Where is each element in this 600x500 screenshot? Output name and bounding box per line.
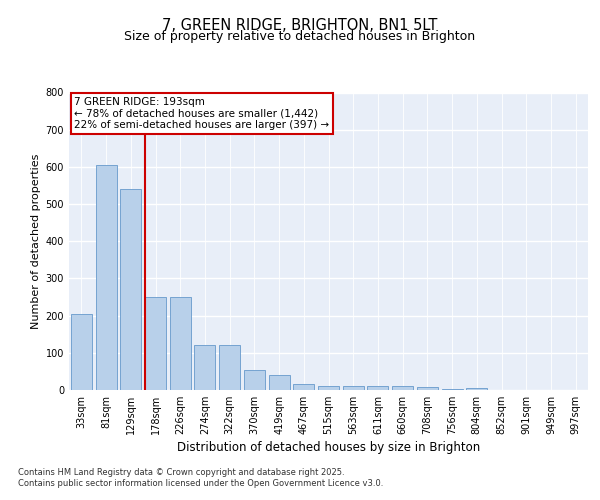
Bar: [367, 386, 388, 390]
Bar: [318, 386, 339, 390]
Text: 7, GREEN RIDGE, BRIGHTON, BN1 5LT: 7, GREEN RIDGE, BRIGHTON, BN1 5LT: [163, 18, 437, 32]
Bar: [95, 165, 116, 390]
Bar: [170, 297, 191, 390]
Bar: [293, 384, 314, 390]
Text: Size of property relative to detached houses in Brighton: Size of property relative to detached ho…: [124, 30, 476, 43]
Text: Contains HM Land Registry data © Crown copyright and database right 2025.
Contai: Contains HM Land Registry data © Crown c…: [18, 468, 383, 487]
Bar: [466, 388, 487, 390]
Bar: [244, 370, 265, 390]
Bar: [71, 314, 92, 390]
Y-axis label: Number of detached properties: Number of detached properties: [31, 154, 41, 329]
Bar: [392, 386, 413, 390]
Bar: [219, 346, 240, 390]
Bar: [269, 375, 290, 390]
X-axis label: Distribution of detached houses by size in Brighton: Distribution of detached houses by size …: [177, 441, 480, 454]
Text: 7 GREEN RIDGE: 193sqm
← 78% of detached houses are smaller (1,442)
22% of semi-d: 7 GREEN RIDGE: 193sqm ← 78% of detached …: [74, 97, 329, 130]
Bar: [194, 346, 215, 390]
Bar: [417, 387, 438, 390]
Bar: [343, 386, 364, 390]
Bar: [120, 189, 141, 390]
Bar: [145, 297, 166, 390]
